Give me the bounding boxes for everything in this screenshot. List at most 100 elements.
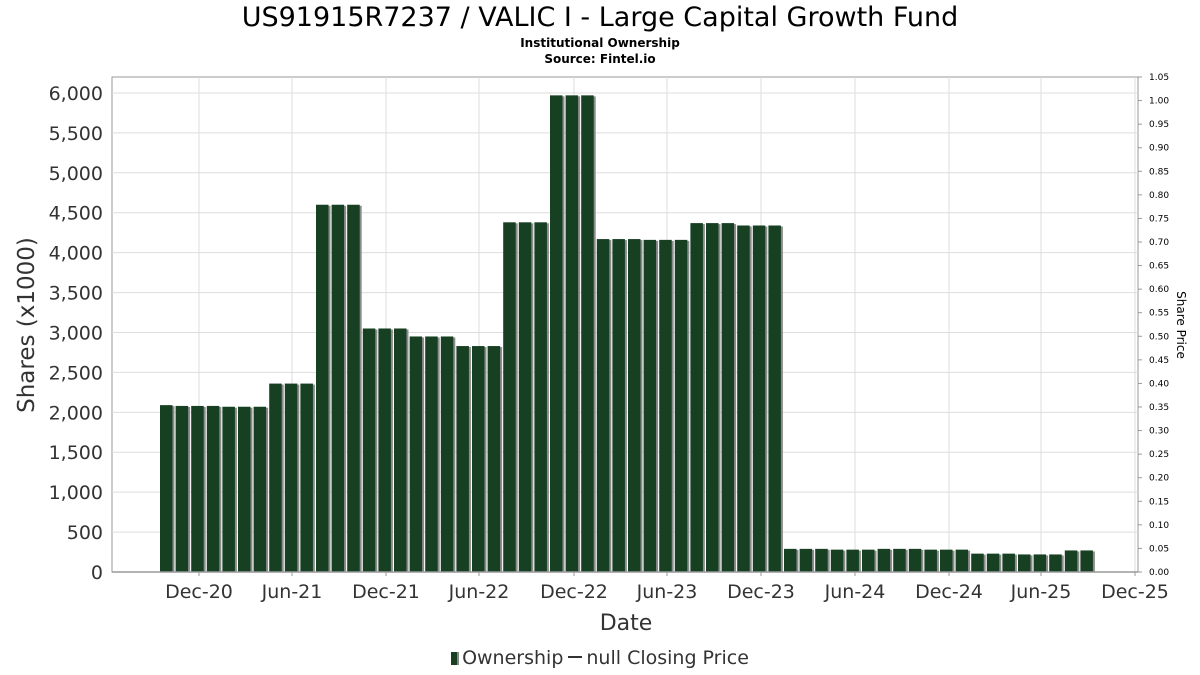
y2-tick-label: 0.25: [1149, 450, 1169, 460]
ownership-bar: [846, 549, 859, 572]
ownership-bar: [503, 222, 516, 572]
y-tick-label: 5,000: [49, 163, 103, 185]
y2-tick-label: 0.85: [1149, 167, 1169, 177]
x-tick-label: Dec-23: [727, 581, 795, 603]
x-tick-label: Jun-21: [261, 581, 323, 603]
ownership-bar: [1018, 554, 1031, 572]
ownership-bar: [643, 239, 657, 572]
ownership-bar: [534, 222, 547, 572]
ownership-bar: [1002, 553, 1015, 572]
y2-tick-label: 0.95: [1149, 120, 1169, 130]
ownership-bar: [612, 239, 625, 573]
y-tick-label: 4,000: [49, 243, 103, 265]
ownership-bar: [784, 548, 797, 572]
ownership-bar: [409, 336, 423, 572]
y2-tick-label: 0.90: [1149, 144, 1169, 154]
y-tick-label: 3,000: [49, 322, 103, 344]
ownership-bar: [160, 405, 173, 572]
ownership-legend-label: Ownership: [462, 647, 564, 669]
y2-tick-label: 0.80: [1149, 191, 1169, 201]
ownership-bar: [362, 328, 376, 572]
y-axis-title: Shares (x1000): [14, 237, 40, 413]
ownership-bar: [737, 225, 750, 572]
x-axis-title: Date: [600, 611, 653, 636]
x-tick-label: Jun-23: [636, 581, 698, 603]
x-tick-label: Jun-22: [448, 581, 510, 603]
ownership-bar: [659, 239, 672, 572]
chart-source: Source: Fintel.io: [544, 52, 656, 66]
x-tick-label: Dec-25: [1101, 581, 1169, 603]
ownership-bar: [175, 405, 189, 572]
y-tick-label: 1,500: [49, 442, 103, 464]
chart-legend: Ownership null Closing Price: [0, 647, 1200, 669]
y-tick-label: 1,000: [49, 482, 103, 504]
ownership-bar: [518, 222, 532, 572]
ownership-bar: [940, 549, 953, 572]
y-tick-label: 3,500: [49, 283, 103, 305]
ownership-legend-swatch: [451, 652, 460, 665]
price-legend-label: null Closing Price: [586, 647, 749, 669]
y2-axis-title: Share Price: [1174, 291, 1188, 359]
y2-tick-label: 0.65: [1149, 262, 1169, 272]
y2-tick-label: 0.60: [1149, 285, 1169, 295]
y-tick-label: 2,000: [49, 402, 103, 424]
ownership-bar: [690, 223, 703, 572]
x-tick-label: Jun-24: [824, 581, 886, 603]
y-tick-label: 5,500: [49, 123, 103, 145]
ownership-bar: [1049, 554, 1062, 572]
y2-tick-label: 0.45: [1149, 356, 1169, 366]
y2-tick-label: 0.05: [1149, 544, 1169, 554]
ownership-chart: Dec-20 Jun-21 Dec-21 Jun-22 Dec-22 Jun-23 Dec-…: [14, 73, 1188, 636]
ownership-bar: [347, 204, 360, 572]
price-legend-line: [568, 656, 583, 658]
ownership-bar: [269, 383, 282, 572]
ownership-bar: [331, 204, 345, 572]
ownership-bar: [253, 406, 267, 572]
y2-tick-label: 0.10: [1149, 521, 1169, 531]
ownership-bar: [830, 549, 844, 572]
y-tick-label: 500: [67, 522, 103, 544]
x-tick-label: Jun-25: [1010, 581, 1072, 603]
ownership-bar: [721, 223, 735, 572]
ownership-bar: [893, 548, 906, 572]
y-tick-label: 0: [91, 562, 103, 584]
y2-tick-label: 0.15: [1149, 497, 1169, 507]
chart-subtitle: Institutional Ownership: [520, 36, 680, 50]
x-tick-label: Dec-24: [915, 581, 983, 603]
ownership-bar: [316, 204, 329, 572]
y2-tick-label: 0.00: [1149, 568, 1169, 578]
y2-tick-label: 0.75: [1149, 214, 1169, 224]
ownership-bar: [768, 225, 781, 572]
ownership-bar: [596, 239, 610, 573]
ownership-bar: [877, 548, 891, 572]
ownership-bar: [565, 95, 579, 572]
ownership-bar: [440, 336, 454, 572]
ownership-bar: [706, 223, 719, 572]
ownership-bar: [1033, 554, 1047, 572]
y2-tick-label: 0.30: [1149, 427, 1169, 437]
ownership-bar: [206, 405, 220, 572]
y2-tick-label: 0.40: [1149, 379, 1169, 389]
ownership-bar: [238, 406, 251, 572]
y2-tick-label: 0.35: [1149, 403, 1169, 413]
ownership-bar: [550, 95, 563, 572]
chart-title: US91915R7237 / VALIC I - Large Capital G…: [241, 2, 959, 33]
ownership-bar: [300, 383, 313, 572]
ownership-bar: [628, 239, 641, 573]
ownership-bar: [222, 406, 235, 572]
y2-tick-label: 0.70: [1149, 238, 1169, 248]
ownership-bar: [378, 328, 391, 572]
y2-tick-label: 1.00: [1149, 97, 1169, 107]
ownership-bar: [472, 346, 485, 572]
ownership-bar: [674, 239, 688, 572]
y2-tick-label: 0.50: [1149, 332, 1169, 342]
ownership-bar: [971, 553, 984, 572]
x-tick-label: Dec-20: [165, 581, 233, 603]
y-tick-label: 2,500: [49, 362, 103, 384]
ownership-bar: [191, 405, 204, 572]
ownership-bar: [456, 346, 469, 572]
ownership-bar: [986, 553, 1000, 572]
ownership-bar: [799, 548, 813, 572]
ownership-bar: [1064, 550, 1078, 572]
ownership-bar: [425, 336, 438, 572]
